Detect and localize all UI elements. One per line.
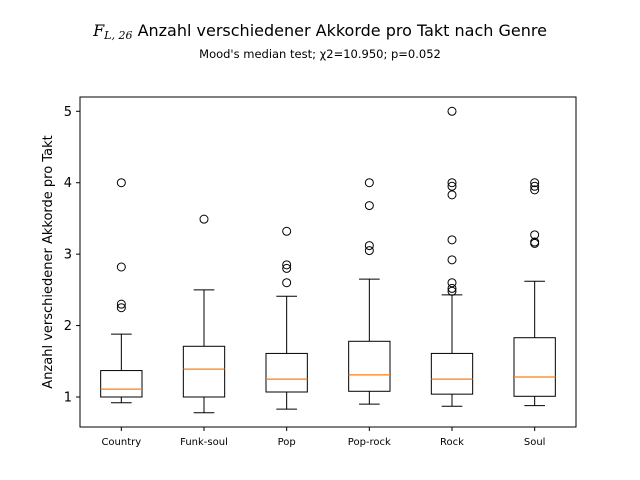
- outlier-point: [447, 178, 457, 188]
- outlier-point: [116, 178, 126, 188]
- outlier-point: [282, 260, 292, 270]
- box-iqr: [100, 370, 143, 398]
- chart-subtitle: Mood's median test; χ2=10.950; p=0.052: [199, 47, 441, 61]
- x-tick-label: Rock: [440, 437, 464, 448]
- x-tick-label: Pop: [278, 437, 296, 448]
- x-tick-label: Soul: [524, 437, 546, 448]
- outlier-point: [447, 190, 457, 200]
- x-tick-label: Funk-soul: [180, 437, 228, 448]
- outlier-point: [530, 181, 540, 191]
- outlier-point: [364, 201, 374, 211]
- title-text: Anzahl verschiedener Akkorde pro Takt na…: [137, 21, 547, 40]
- box-iqr: [348, 340, 391, 392]
- outlier-point: [447, 235, 457, 245]
- y-tick-label: 5: [64, 105, 72, 120]
- outlier-point: [282, 263, 292, 273]
- chart-title: FL, 26 Anzahl verschiedener Akkorde pro …: [0, 20, 640, 47]
- outlier-point: [116, 303, 126, 313]
- title-symbol: F: [93, 21, 105, 40]
- outlier-point: [282, 226, 292, 236]
- title-subscript: L, 26: [104, 29, 133, 42]
- outlier-point: [447, 181, 457, 191]
- box-iqr: [513, 337, 556, 397]
- box-iqr: [430, 352, 474, 395]
- x-tick-label: Country: [101, 437, 141, 448]
- box-iqr: [182, 345, 226, 398]
- outlier-point: [530, 230, 540, 240]
- outlier-point: [364, 178, 374, 188]
- plot-frame: [79, 96, 577, 428]
- outlier-point: [116, 299, 126, 309]
- x-tick-label: Pop-rock: [348, 437, 391, 448]
- outlier-point: [447, 278, 457, 288]
- outlier-point: [364, 246, 374, 256]
- outlier-point: [282, 278, 292, 288]
- y-axis-label: Anzahl verschiedener Akkorde pro Takt: [41, 135, 56, 388]
- outlier-point: [530, 237, 540, 247]
- box-iqr: [265, 352, 308, 393]
- outlier-point: [447, 106, 457, 116]
- outlier-point: [447, 286, 457, 296]
- y-tick-label: 2: [64, 319, 72, 334]
- y-tick-label: 3: [64, 248, 72, 263]
- y-tick-label: 4: [64, 176, 72, 191]
- outlier-point: [530, 178, 540, 188]
- outlier-point: [530, 185, 540, 195]
- outlier-point: [364, 241, 374, 251]
- outlier-point: [447, 283, 457, 293]
- outlier-point: [199, 214, 209, 224]
- y-tick-label: 1: [64, 391, 72, 406]
- outlier-point: [116, 262, 126, 272]
- outlier-point: [447, 255, 457, 265]
